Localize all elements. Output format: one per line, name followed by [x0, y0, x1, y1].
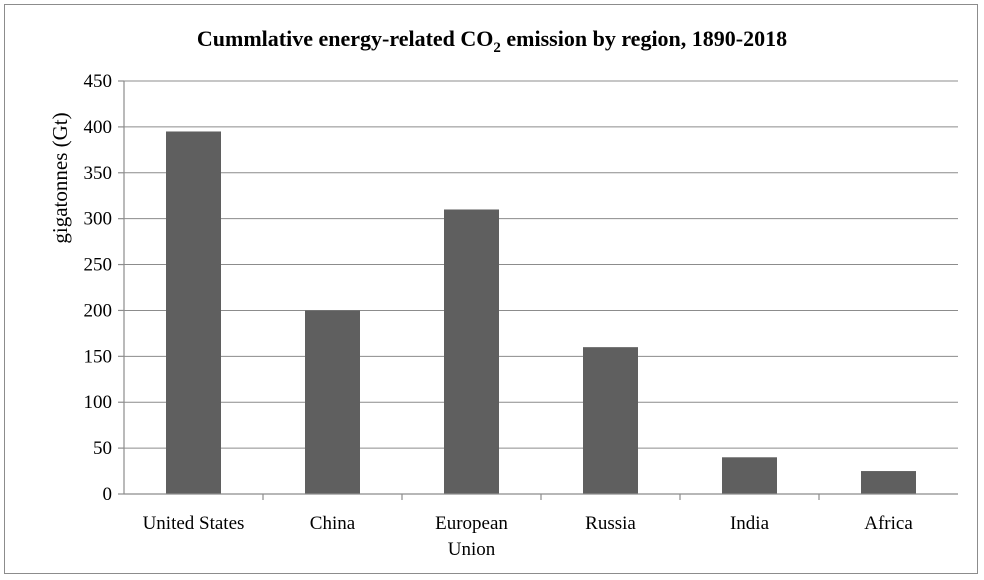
- axes: [123, 81, 958, 495]
- y-tick-label: 250: [84, 255, 113, 276]
- x-tick-label: United States: [143, 513, 245, 534]
- x-tick-label: Russia: [585, 513, 636, 534]
- title-main: Cummlative energy-related CO: [197, 26, 494, 51]
- bar-india: [722, 457, 777, 494]
- y-tick-label: 300: [84, 209, 113, 230]
- x-tick-label: European Union: [435, 513, 508, 560]
- y-tick-label: 350: [84, 163, 113, 184]
- x-tick-label: Africa: [864, 513, 913, 534]
- bar-united-states: [166, 131, 221, 494]
- y-axis-title: gigatonnes (Gt): [48, 112, 72, 243]
- y-tick-label: 400: [84, 117, 113, 138]
- y-tick-labels: 0 50 100 150 200 250 300 350 400 450: [84, 71, 113, 505]
- y-tick-label: 50: [93, 438, 112, 459]
- x-tick-label: China: [310, 513, 356, 534]
- y-tick-label: 0: [103, 484, 113, 505]
- y-tick-label: 100: [84, 392, 113, 413]
- bar-russia: [583, 347, 638, 494]
- x-tick-labels: United States China European Union Russia Ind…: [143, 513, 914, 560]
- bar-china: [305, 310, 360, 494]
- x-tick-label: India: [730, 513, 770, 534]
- title-subscript: 2: [493, 40, 501, 56]
- bars: [166, 131, 916, 494]
- chart-title: Cummlative energy-related CO2 emission b…: [197, 26, 787, 56]
- bar-africa: [861, 471, 916, 494]
- y-tick-label: 200: [84, 300, 113, 321]
- y-tick-label: 450: [84, 71, 113, 92]
- bar-european-union: [444, 209, 499, 494]
- y-tick-label: 150: [84, 346, 113, 367]
- gridlines: [118, 80, 958, 500]
- title-rest: emission by region, 1890-2018: [501, 26, 787, 51]
